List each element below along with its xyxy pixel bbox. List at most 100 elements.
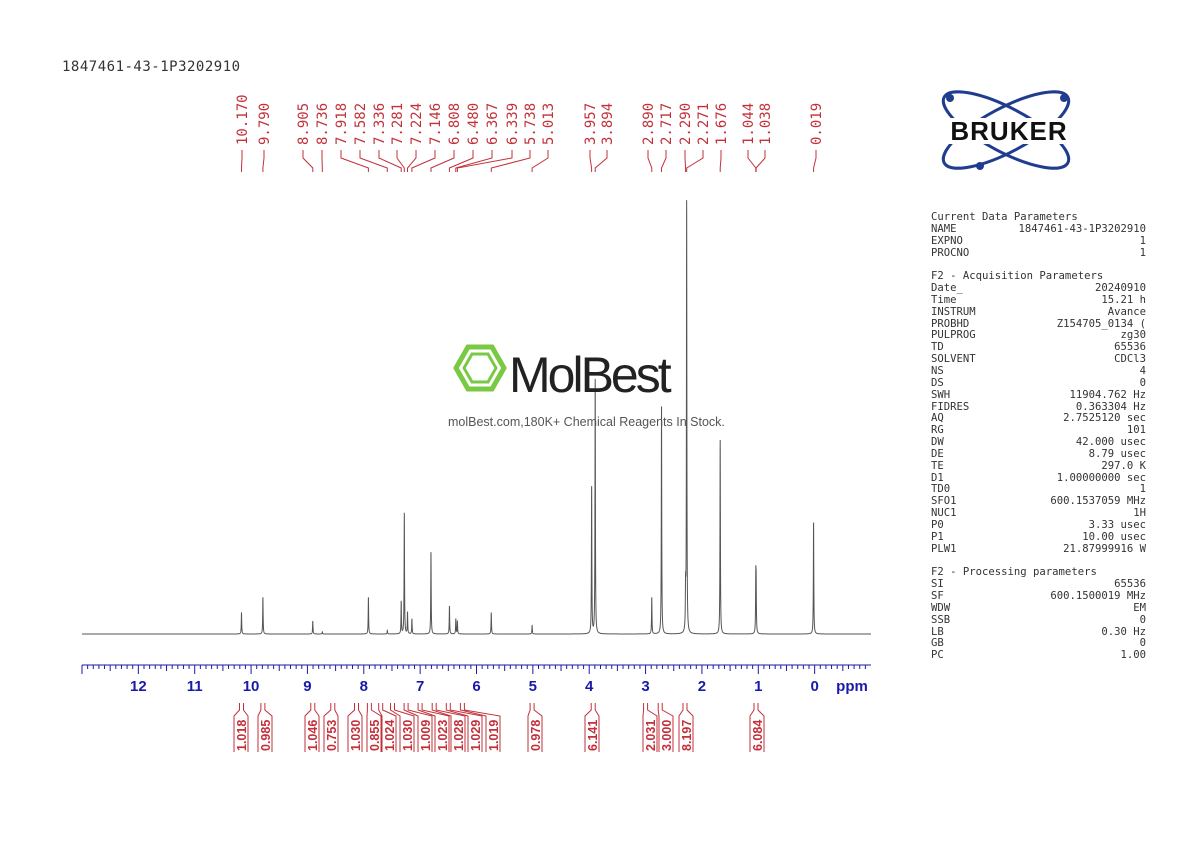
param-key: PROBHD	[931, 317, 970, 330]
param-value: 1H	[1133, 507, 1146, 520]
peak-connector	[302, 150, 314, 172]
integral-label: 0.978	[529, 720, 543, 751]
param-value: 1847461-43-1P3202910	[1018, 222, 1146, 235]
param-value: 15.21 h	[1101, 293, 1146, 306]
param-key: DW	[931, 436, 944, 449]
param-value: 0	[1139, 637, 1146, 650]
param-key: SF	[931, 590, 944, 602]
x-tick-label: 0	[810, 678, 818, 695]
param-value: 600.1500019 MHz	[1050, 590, 1146, 602]
proc-params-title: F2 - Processing parameters	[931, 566, 1097, 579]
param-key: SOLVENT	[931, 353, 976, 366]
param-row: SI 65536	[931, 578, 1146, 591]
param-value: zg30	[1120, 329, 1146, 342]
peak-label: 10.170	[235, 94, 251, 145]
bruker-wordmark: BRUKER	[950, 116, 1067, 146]
x-tick-label: 12	[130, 678, 147, 695]
x-tick-label: 11	[187, 678, 203, 695]
param-row: PLW1 21.87999916 W	[931, 543, 1146, 556]
param-row: EXPNO 1	[931, 234, 1146, 248]
integral-bracket	[642, 703, 658, 752]
peak-label: 7.224	[409, 103, 425, 145]
integral-label: 6.141	[586, 720, 600, 751]
x-tick-label: 9	[303, 678, 311, 695]
current-params-title: Current Data Parameters	[931, 211, 1078, 223]
param-row: DE 8.79 usec	[931, 447, 1146, 461]
param-key: P0	[931, 518, 944, 531]
integral-label: 1.018	[235, 720, 249, 751]
integral-label: 1.009	[419, 720, 433, 751]
param-row: SF 600.1500019 MHz	[931, 590, 1146, 603]
proc-params-list: SI 65536 SF 600.1500019 MHz WDW EM SSB 0 LB 0.30 …	[931, 578, 1146, 662]
param-row: WDW EM	[931, 601, 1146, 615]
integral-label: 1.024	[383, 720, 397, 751]
peak-label: 6.367	[485, 103, 501, 145]
param-row: P1 10.00 usec	[931, 530, 1146, 544]
param-row: PC 1.00	[931, 649, 1146, 662]
param-value: 4	[1139, 364, 1146, 377]
peak-connector	[647, 150, 653, 172]
peak-connector	[456, 150, 513, 172]
param-key: PROCNO	[931, 246, 970, 259]
param-key: TE	[931, 459, 944, 472]
integral-bracket	[431, 703, 466, 752]
integral-bracket	[347, 703, 363, 752]
param-key: NUC1	[931, 507, 957, 520]
x-tick-label: 4	[585, 678, 594, 695]
x-tick-label: 1	[754, 678, 762, 695]
param-row: TE 297.0 K	[931, 459, 1146, 473]
param-value: 11904.762 Hz	[1069, 388, 1146, 401]
param-value: 1.00000000 sec	[1056, 471, 1146, 484]
integral-label: 8.197	[680, 720, 694, 751]
param-value: EM	[1133, 601, 1146, 614]
peak-label: 5.738	[523, 103, 539, 145]
peak-connector	[490, 150, 531, 172]
param-row: GB 0	[931, 638, 1146, 650]
param-value: 0	[1139, 613, 1146, 626]
integral-bracket	[678, 703, 694, 752]
peak-label: 7.281	[390, 103, 406, 145]
param-value: Z154705_0134 (	[1056, 317, 1146, 330]
param-key: P1	[931, 530, 944, 543]
param-value: 2.7525120 sec	[1063, 412, 1146, 425]
integral-label: 6.084	[751, 720, 765, 751]
param-key: EXPNO	[931, 234, 963, 247]
param-value: 1	[1139, 234, 1146, 247]
integral-label: 1.019	[487, 720, 501, 751]
peak-connector	[531, 150, 549, 172]
peak-connector	[359, 150, 388, 172]
param-value: 10.00 usec	[1082, 530, 1146, 543]
integral-bracket	[390, 703, 415, 752]
integral-bracket	[749, 703, 765, 752]
param-value: 0.30 Hz	[1101, 625, 1146, 638]
peak-label: 6.339	[505, 103, 521, 145]
param-key: SI	[931, 578, 944, 591]
peak-connector	[755, 150, 766, 172]
integral-group: 1.018 0.985 1.046 0.753 1.030 0.855 1.024 1.030…	[233, 703, 765, 752]
integral-label: 0.985	[259, 720, 273, 751]
peak-connector	[686, 150, 704, 172]
param-key: DE	[931, 447, 944, 460]
peak-connector	[378, 150, 402, 172]
param-key: INSTRUM	[931, 305, 976, 318]
peak-connector	[430, 150, 455, 172]
param-value: 1.00	[1120, 649, 1146, 662]
param-row: FIDRES 0.363304 Hz	[931, 401, 1146, 414]
x-tick-label: 7	[416, 678, 424, 695]
integral-label: 1.046	[306, 720, 320, 751]
param-row: TD 65536	[931, 341, 1146, 354]
param-row: LB 0.30 Hz	[931, 625, 1146, 639]
ppm-axis: 12 11 10 9 8 7 6 5 4 3 2 1 0 ppm	[81, 664, 871, 695]
peak-connector	[661, 150, 667, 172]
x-tick-label: 8	[360, 678, 368, 695]
param-value: 600.1537059 MHz	[1050, 495, 1146, 508]
param-row: PROBHD Z154705_0134 (	[931, 317, 1146, 331]
peak-label: 5.013	[541, 103, 557, 145]
param-key: D1	[931, 471, 944, 484]
param-value: 1	[1139, 246, 1146, 259]
peak-label: 7.146	[428, 103, 444, 145]
integral-bracket	[459, 703, 501, 752]
x-tick-label: 10	[243, 678, 260, 695]
peak-label: 7.582	[353, 103, 369, 145]
param-key: NS	[931, 364, 944, 377]
